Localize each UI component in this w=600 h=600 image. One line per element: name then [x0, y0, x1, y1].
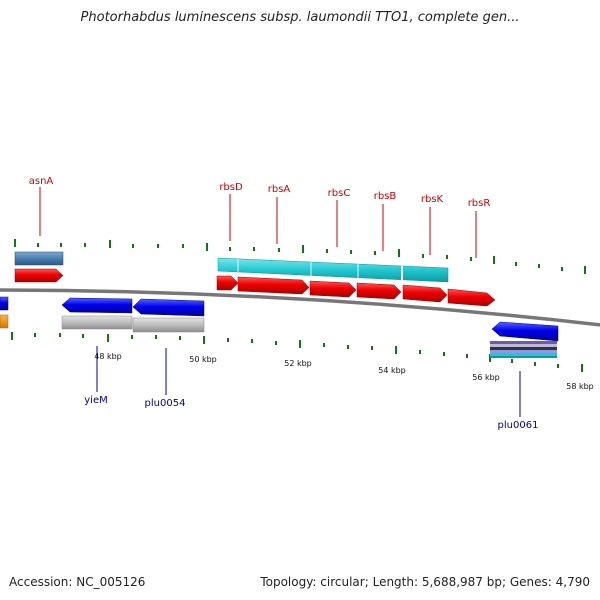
- scale-label: 58 kbp: [566, 382, 594, 391]
- forward-gene-arrows: [216, 275, 496, 307]
- gene-label-rbsB[interactable]: rbsB: [374, 191, 397, 202]
- gene-arrow-asnA[interactable]: [14, 268, 64, 283]
- genes-value: 4,790: [555, 575, 590, 589]
- gene-label-plu0061[interactable]: plu0061: [498, 420, 539, 431]
- length-label: Length:: [372, 575, 419, 589]
- gene-arrow-rbsK[interactable]: [402, 284, 448, 303]
- gene-label-asnA[interactable]: asnA: [29, 176, 54, 187]
- scale-label: 50 kbp: [189, 355, 217, 364]
- partial-reverse-gene[interactable]: [0, 296, 9, 311]
- gene-arrow-yieM[interactable]: [61, 297, 133, 314]
- gene-labels: asnA rbsD rbsA rbsC rbsB rbsK rbsR yieM …: [29, 176, 539, 431]
- scale-label: 48 kbp: [94, 352, 122, 361]
- gene-label-plu0054[interactable]: plu0054: [145, 398, 186, 409]
- gene-label-rbsK[interactable]: rbsK: [421, 194, 444, 205]
- accession-value: NC_005126: [76, 575, 146, 589]
- gene-arrow-rbsR[interactable]: [447, 288, 496, 307]
- steel-feature-block[interactable]: [14, 251, 64, 266]
- gene-arrow-plu0061[interactable]: [491, 321, 559, 342]
- length-value: 5,688,987 bp: [421, 575, 502, 589]
- genome-backbone: [0, 288, 600, 327]
- partial-orange-block[interactable]: [0, 314, 9, 329]
- topology-value: circular: [320, 575, 365, 589]
- scale-label: 52 kbp: [284, 359, 312, 368]
- lower-tick-track: [11, 332, 583, 372]
- gene-label-rbsR[interactable]: rbsR: [468, 198, 491, 209]
- gene-arrow-plu0054[interactable]: [132, 298, 205, 317]
- accession-label: Accession:: [9, 575, 73, 589]
- label-leaders: [39, 187, 521, 417]
- page-title: Photorhabdus luminescens subsp. laumondi…: [80, 10, 520, 25]
- striped-feature[interactable]: [490, 341, 557, 358]
- gene-label-rbsD[interactable]: rbsD: [219, 182, 243, 193]
- gene-label-rbsA[interactable]: rbsA: [268, 184, 291, 195]
- gene-arrow-rbsC[interactable]: [309, 280, 357, 298]
- scale-labels: 48 kbp 50 kbp 52 kbp 54 kbp 56 kbp 58 kb…: [94, 352, 594, 391]
- topology-label: Topology:: [260, 575, 317, 589]
- scale-label: 56 kbp: [472, 373, 500, 382]
- gene-arrow-rbsB[interactable]: [356, 282, 402, 300]
- upper-tick-track: [14, 239, 586, 274]
- genome-summary: Topology: circular; Length: 5,688,987 bp…: [260, 575, 590, 589]
- cds-band-forward: [217, 257, 449, 283]
- scale-label: 54 kbp: [378, 366, 406, 375]
- reverse-gene-arrows: [61, 297, 559, 342]
- gene-arrow-rbsA[interactable]: [237, 276, 310, 295]
- gene-arrow-rbsD[interactable]: [216, 275, 239, 291]
- accession-info: Accession: NC_005126: [9, 575, 145, 589]
- pseudo-band: [61, 315, 205, 333]
- genes-label: Genes:: [509, 575, 552, 589]
- gene-label-rbsC[interactable]: rbsC: [328, 188, 351, 199]
- gene-label-yieM[interactable]: yieM: [84, 395, 107, 406]
